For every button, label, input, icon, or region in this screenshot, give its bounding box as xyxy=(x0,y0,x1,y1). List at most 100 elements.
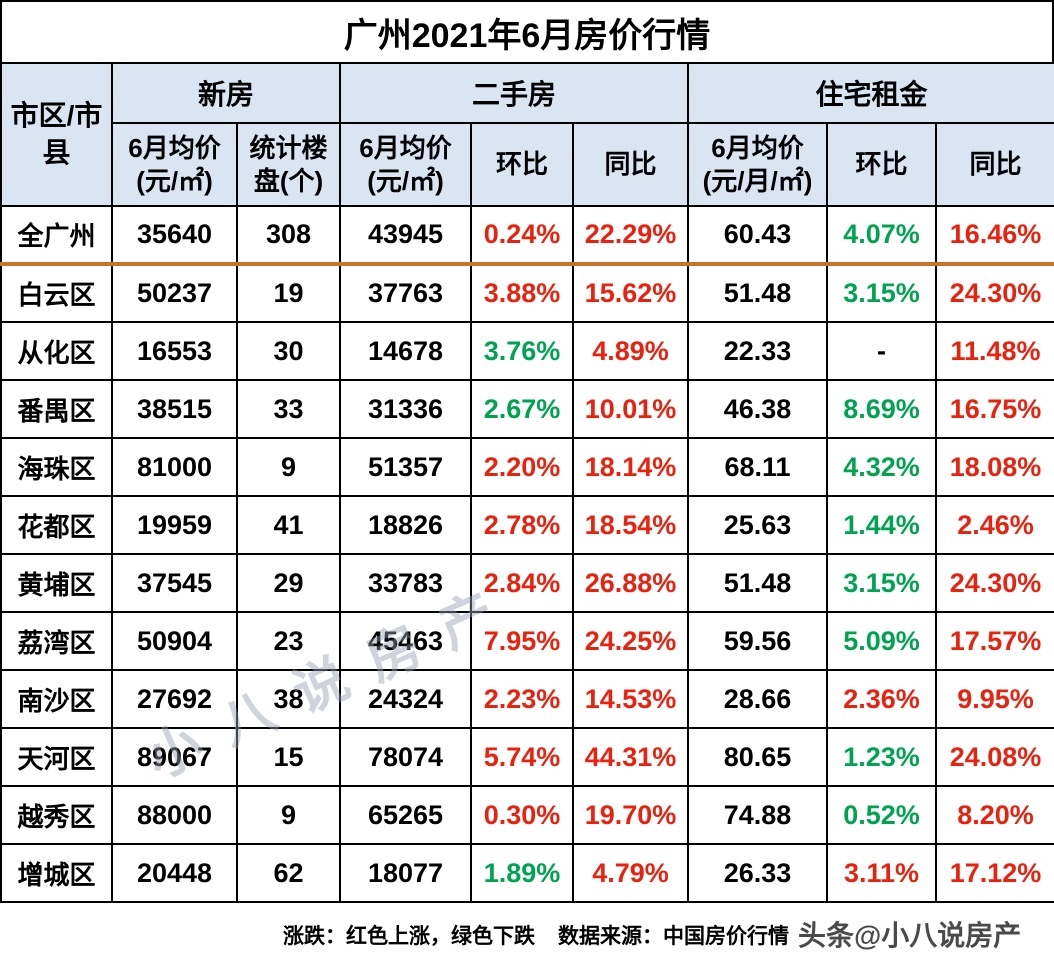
group-header-row: 市区/市县 新房 二手房 住宅租金 xyxy=(0,62,1054,207)
value-cell: 27692 xyxy=(111,669,238,729)
value-cell: 44.31% xyxy=(572,727,690,787)
legend-note: 涨跌：红色上涨，绿色下跌 xyxy=(283,925,535,948)
value-cell: 10.01% xyxy=(572,379,690,439)
value-cell: 9.95% xyxy=(935,669,1054,729)
region-cell: 南沙区 xyxy=(0,669,113,729)
value-cell: 2.78% xyxy=(470,495,575,555)
value-cell: 1.23% xyxy=(826,727,938,787)
value-cell: 14678 xyxy=(339,321,473,381)
table-row: 白云区 50237 19 37763 3.88% 15.62% 51.48 3.15% 24.3… xyxy=(0,263,1054,323)
value-cell: 51.48 xyxy=(687,553,829,613)
table-row: 增城区 20448 62 18077 1.89% 4.79% 26.33 3.11% 17.12… xyxy=(0,843,1054,903)
table-row: 全广州 35640 308 43945 0.24% 22.29% 60.43 4.07% 16.… xyxy=(0,205,1054,266)
table-header: 市区/市县 新房 二手房 住宅租金 6月均价 (元/㎡) 统计楼盘(个) 6月均… xyxy=(0,62,1054,207)
value-cell: 26.88% xyxy=(572,553,690,613)
value-cell: 18.14% xyxy=(572,437,690,497)
col-header-resale-yoy: 同比 xyxy=(572,122,690,207)
value-cell: 1.44% xyxy=(826,495,938,555)
value-cell: 16553 xyxy=(111,321,238,381)
value-cell: 50237 xyxy=(111,263,238,323)
col-header-resale-avg-price: 6月均价 (元/㎡) xyxy=(339,122,473,207)
value-cell: 22.33 xyxy=(687,321,829,381)
value-cell: 43945 xyxy=(339,205,473,266)
region-cell: 白云区 xyxy=(0,263,113,323)
table-body: 全广州 35640 308 43945 0.24% 22.29% 60.43 4.07% 16.… xyxy=(0,205,1054,903)
value-cell: 24.30% xyxy=(935,263,1054,323)
value-cell: 50904 xyxy=(111,611,238,671)
value-cell: 3.88% xyxy=(470,263,575,323)
region-cell: 增城区 xyxy=(0,843,113,903)
value-cell: 38515 xyxy=(111,379,238,439)
value-cell: 59.56 xyxy=(687,611,829,671)
housing-price-table: 市区/市县 新房 二手房 住宅租金 6月均价 (元/㎡) 统计楼盘(个) 6月均… xyxy=(0,62,1054,903)
region-cell: 从化区 xyxy=(0,321,113,381)
value-cell: 45463 xyxy=(339,611,473,671)
value-cell: 23 xyxy=(235,611,342,671)
value-cell: 2.23% xyxy=(470,669,575,729)
value-cell: 51.48 xyxy=(687,263,829,323)
region-column-header: 市区/市县 xyxy=(0,62,113,207)
value-cell: 24.30% xyxy=(935,553,1054,613)
value-cell: 7.95% xyxy=(470,611,575,671)
value-cell: 41 xyxy=(235,495,342,555)
value-cell: 308 xyxy=(235,205,342,266)
value-cell: 33 xyxy=(235,379,342,439)
value-cell: 74.88 xyxy=(687,785,829,845)
value-cell: 0.30% xyxy=(470,785,575,845)
value-cell: 5.74% xyxy=(470,727,575,787)
value-cell: 37545 xyxy=(111,553,238,613)
value-cell: 2.20% xyxy=(470,437,575,497)
value-cell: 17.57% xyxy=(935,611,1054,671)
value-cell: 2.46% xyxy=(935,495,1054,555)
value-cell: 20448 xyxy=(111,843,238,903)
value-cell: 4.32% xyxy=(826,437,938,497)
value-cell: 3.76% xyxy=(470,321,575,381)
value-cell: 2.84% xyxy=(470,553,575,613)
region-cell: 全广州 xyxy=(0,205,113,266)
region-cell: 天河区 xyxy=(0,727,113,787)
value-cell: 8.69% xyxy=(826,379,938,439)
value-cell: 3.11% xyxy=(826,843,938,903)
value-cell: 14.53% xyxy=(572,669,690,729)
value-cell: 16.75% xyxy=(935,379,1054,439)
value-cell: 37763 xyxy=(339,263,473,323)
table-row: 荔湾区 50904 23 45463 7.95% 24.25% 59.56 5.09% 17.5… xyxy=(0,611,1054,671)
value-cell: 2.36% xyxy=(826,669,938,729)
value-cell: 19959 xyxy=(111,495,238,555)
region-cell: 番禺区 xyxy=(0,379,113,439)
col-header-rent-yoy: 同比 xyxy=(935,122,1054,207)
value-cell: 15 xyxy=(235,727,342,787)
col-header-new-avg-price: 6月均价 (元/㎡) xyxy=(111,122,238,207)
value-cell: 24.25% xyxy=(572,611,690,671)
table-row: 海珠区 81000 9 51357 2.20% 18.14% 68.11 4.32% 18.08… xyxy=(0,437,1054,497)
value-cell: 33783 xyxy=(339,553,473,613)
value-cell: 65265 xyxy=(339,785,473,845)
sub-header-row: 6月均价 (元/㎡) 统计楼盘(个) 6月均价 (元/㎡) 环比 同比 6月均价… xyxy=(1,122,1054,207)
group-header-new-homes: 新房 xyxy=(110,62,342,124)
value-cell: 16.46% xyxy=(935,205,1054,266)
value-cell: 81000 xyxy=(111,437,238,497)
value-cell: 89067 xyxy=(111,727,238,787)
byline-watermark: 头条@小八说房产 xyxy=(798,920,1022,951)
value-cell: 80.65 xyxy=(687,727,829,787)
col-header-resale-mom: 环比 xyxy=(470,122,575,207)
region-cell: 花都区 xyxy=(0,495,113,555)
value-cell: 60.43 xyxy=(687,205,829,266)
table-row: 花都区 19959 41 18826 2.78% 18.54% 25.63 1.44% 2.46… xyxy=(0,495,1054,555)
value-cell: 88000 xyxy=(111,785,238,845)
value-cell: 25.63 xyxy=(687,495,829,555)
value-cell: 26.33 xyxy=(687,843,829,903)
value-cell: 18.08% xyxy=(935,437,1054,497)
value-cell: 4.79% xyxy=(572,843,690,903)
value-cell: 18.54% xyxy=(572,495,690,555)
value-cell: 3.15% xyxy=(826,553,938,613)
region-cell: 海珠区 xyxy=(0,437,113,497)
table-row: 天河区 89067 15 78074 5.74% 44.31% 80.65 1.23% 24.0… xyxy=(0,727,1054,787)
data-source-note: 数据来源：中国房价行情 xyxy=(558,925,789,948)
group-header-resale-homes: 二手房 xyxy=(339,62,690,124)
value-cell: 24324 xyxy=(339,669,473,729)
group-header-rent: 住宅租金 xyxy=(687,62,1054,124)
value-cell: 62 xyxy=(235,843,342,903)
value-cell: 4.89% xyxy=(572,321,690,381)
page-title: 广州2021年6月房价行情 xyxy=(0,0,1054,62)
